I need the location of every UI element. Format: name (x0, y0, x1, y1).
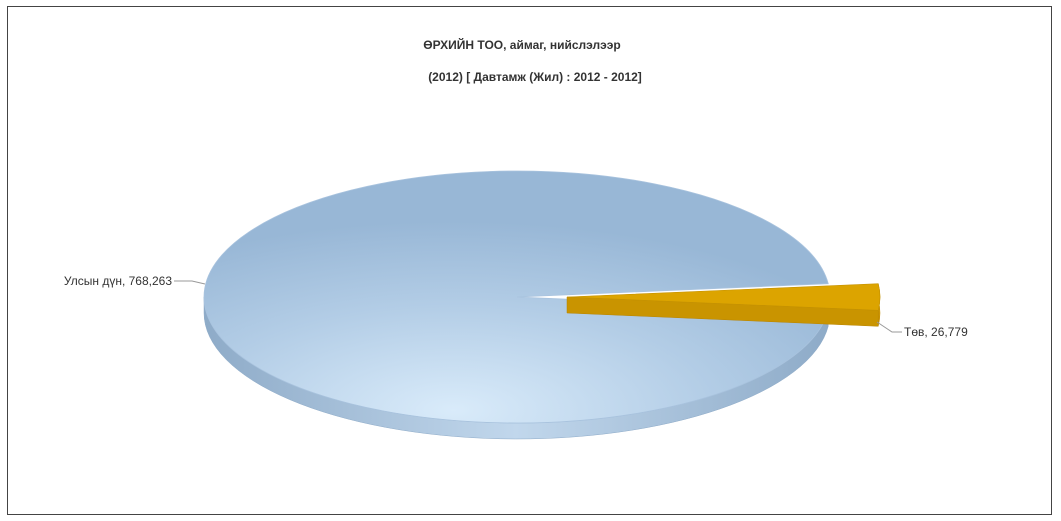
pie-slice-tov[interactable] (566, 283, 881, 327)
chart-subtitle: (2012) [ Давтамж (Жил) : 2012 - 2012] (428, 70, 642, 84)
label-national-total: Улсын дүн, 768,263 (64, 274, 206, 288)
pie-labels: Улсын дүн, 768,263 Төв, 26,779 (64, 274, 968, 339)
label-tov: Төв, 26,779 (876, 321, 968, 339)
chart-title: ӨРХИЙН ТОО, аймаг, нийслэлээр (423, 37, 620, 52)
svg-text:Төв, 26,779: Төв, 26,779 (904, 325, 968, 339)
pie-group (203, 170, 881, 440)
pie-slice-national-total[interactable] (203, 170, 829, 440)
svg-text:Улсын дүн, 768,263: Улсын дүн, 768,263 (64, 274, 172, 288)
